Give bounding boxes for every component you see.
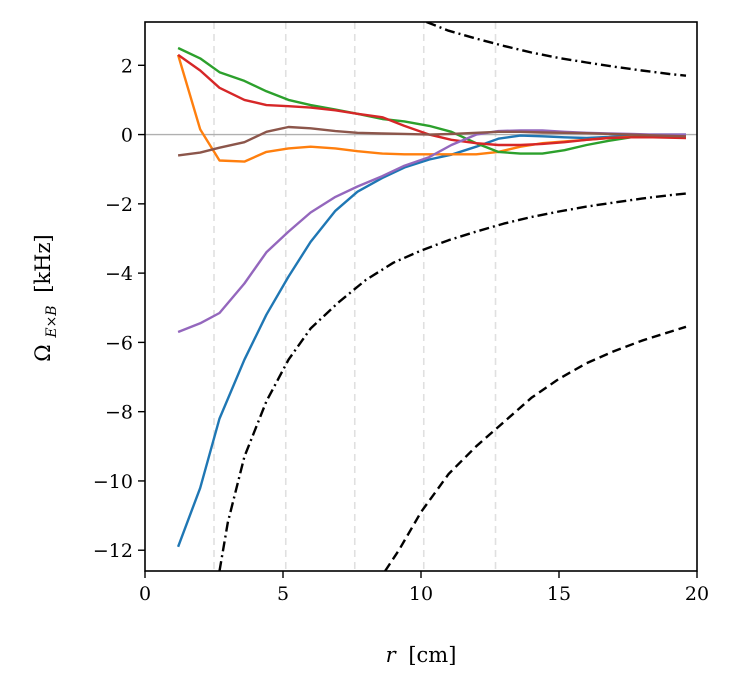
x-axis-label: r [cm] xyxy=(386,643,457,667)
series-bound-dashdot-lower xyxy=(218,192,687,571)
series-red xyxy=(177,53,687,147)
x-axis-variable: r xyxy=(386,643,398,667)
x-axis-unit: [cm] xyxy=(408,643,456,667)
series-green xyxy=(177,46,686,155)
plot-frame xyxy=(144,21,698,572)
series-bound-dashdot-upper xyxy=(426,22,687,77)
y-tick-label: −4 xyxy=(105,263,133,285)
x-tick-label: 10 xyxy=(409,583,433,605)
y-tick-label: −12 xyxy=(93,540,133,562)
series-blue xyxy=(176,133,686,548)
x-tick-label: 15 xyxy=(547,583,571,605)
y-tick-label: 0 xyxy=(121,125,133,147)
y-tick-label: 2 xyxy=(121,55,133,77)
y-tick-label: −2 xyxy=(105,194,133,216)
y-axis-label: Ω E×B [kHz] xyxy=(31,234,61,362)
series-purple xyxy=(177,129,686,334)
series-bound-dashed xyxy=(384,325,687,571)
series-brown xyxy=(177,125,687,157)
y-axis-unit: [kHz] xyxy=(31,234,55,293)
y-axis-subscript: E×B xyxy=(44,305,60,338)
series-lines xyxy=(176,22,687,571)
y-tick-label: −10 xyxy=(93,471,133,493)
x-tick-label: 20 xyxy=(685,583,709,605)
series-orange xyxy=(176,54,686,163)
reference-lines xyxy=(145,22,697,571)
y-tick-label: −8 xyxy=(105,402,133,424)
x-tick-label: 5 xyxy=(277,583,289,605)
y-axis-symbol: Ω xyxy=(31,344,55,361)
y-tick-label: −6 xyxy=(105,332,133,354)
y-axis-label-group: Ω E×B [kHz] xyxy=(31,234,61,362)
x-tick-label: 0 xyxy=(139,583,151,605)
